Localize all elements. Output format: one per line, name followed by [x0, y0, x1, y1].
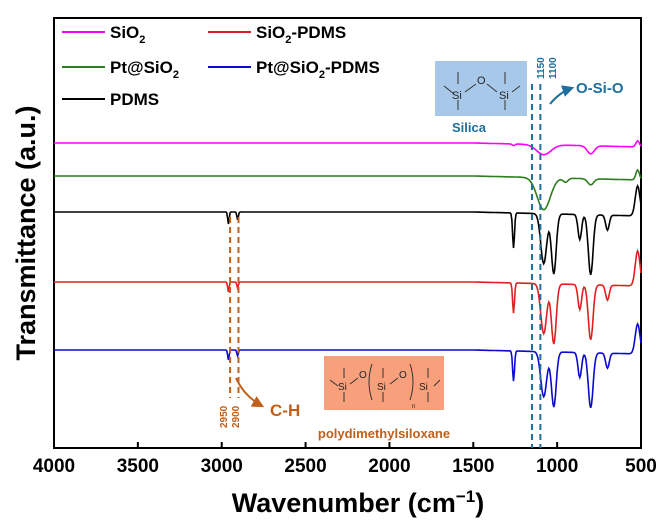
sio-line-label-1100: 1100	[548, 57, 559, 79]
plot-frame	[53, 17, 642, 449]
x-axis-ticks: 4000 3500 3000 2500 2000 1500 1000 500	[33, 442, 657, 477]
x-tick-label-1000: 1000	[536, 456, 578, 477]
legend-label-sio2: SiO2	[110, 23, 145, 46]
svg-text:Si: Si	[338, 382, 347, 393]
guide-layer	[229, 84, 542, 448]
sio-label: O-Si-O	[576, 80, 624, 97]
svg-text:Si: Si	[452, 90, 462, 102]
legend-item-pt-sio2-pdms: Pt@SiO2-PDMS	[208, 58, 380, 81]
svg-text:Si: Si	[377, 382, 386, 393]
pdms-structure-drawing	[329, 363, 441, 402]
x-tick-label-3500: 3500	[117, 456, 159, 477]
legend-item-sio2-pdms: SiO2-PDMS	[208, 23, 346, 46]
svg-text:n: n	[412, 404, 415, 410]
series-layer	[54, 139, 642, 409]
x-tick-label-3000: 3000	[201, 456, 243, 477]
series-line-4	[54, 183, 642, 275]
svg-text:Si: Si	[499, 90, 509, 102]
legend-item-pt-sio2: Pt@SiO2	[62, 58, 179, 81]
x-tick-label-2000: 2000	[368, 456, 410, 477]
ch-label: C-H	[270, 401, 300, 420]
svg-text:O: O	[399, 370, 407, 381]
silica-structure-drawing	[443, 72, 521, 110]
x-tick-label-1500: 1500	[452, 456, 494, 477]
sio-arrow	[549, 85, 575, 105]
ch-line-label-2900: 2900	[231, 405, 242, 428]
legend-label-pt-sio2-pdms: Pt@SiO2-PDMS	[256, 58, 380, 81]
sio-annotation: O-Si-O 1150 1100	[536, 57, 624, 105]
series-line-1	[54, 168, 642, 211]
x-tick-label-4000: 4000	[33, 456, 75, 477]
x-tick-label-2500: 2500	[284, 456, 326, 477]
y-axis-title: Transmittance (a.u.)	[11, 105, 41, 360]
svg-text:Si: Si	[419, 382, 428, 393]
series-line-2	[54, 248, 642, 345]
ch-line-label-2950: 2950	[219, 405, 230, 428]
x-axis-title: Wavenumber (cm−1)	[232, 487, 484, 518]
series-line-3	[54, 321, 642, 409]
ch-annotation: C-H 2950 2900	[219, 377, 300, 428]
svg-text:O: O	[477, 75, 486, 87]
ch-arrow	[235, 377, 265, 408]
sio-line-label-1150: 1150	[536, 57, 547, 79]
x-tick-label-500: 500	[625, 456, 657, 477]
legend-label-pdms: PDMS	[110, 90, 159, 109]
legend-label-sio2-pdms: SiO2-PDMS	[256, 23, 346, 46]
series-line-0	[54, 139, 642, 156]
pdms-label: polydimethylsiloxane	[318, 426, 450, 441]
legend: SiO2 SiO2-PDMS Pt@SiO2 Pt@SiO2-PDMS PDMS	[62, 23, 380, 109]
svg-text:O: O	[359, 370, 367, 381]
silica-structure-box	[435, 61, 527, 116]
silica-structure: Si O Si Silica	[435, 61, 527, 135]
legend-label-pt-sio2: Pt@SiO2	[110, 58, 179, 81]
silica-label: Silica	[452, 120, 487, 135]
pdms-structure: Si O Si O Si n polydimethylsiloxane	[318, 356, 450, 441]
legend-item-pdms: PDMS	[62, 90, 159, 109]
legend-item-sio2: SiO2	[62, 23, 145, 46]
